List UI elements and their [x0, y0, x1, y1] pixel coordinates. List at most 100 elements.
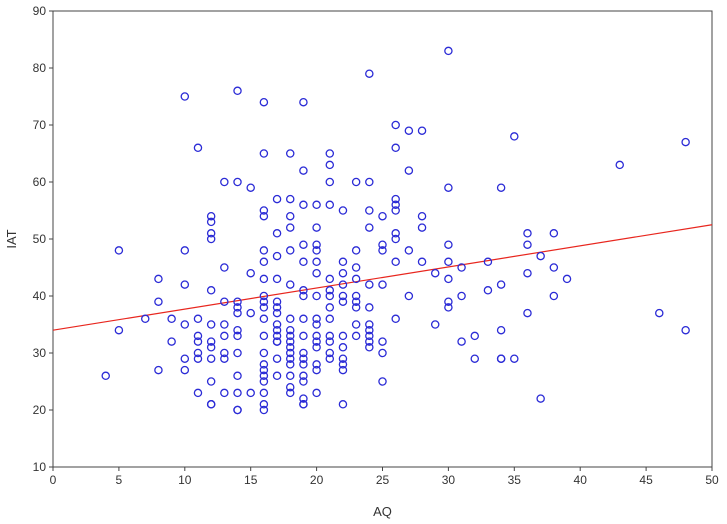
data-point: [233, 297, 242, 306]
data-point: [272, 308, 282, 318]
x-tick-label: 25: [376, 473, 390, 487]
data-point: [325, 314, 335, 324]
y-tick-label: 40: [33, 289, 47, 303]
data-point: [299, 257, 308, 267]
data-point: [259, 377, 269, 386]
data-point: [378, 337, 387, 346]
data-point: [325, 274, 335, 284]
data-point: [444, 274, 453, 284]
data-point: [285, 331, 295, 341]
data-point: [193, 348, 203, 358]
data-point: [220, 177, 229, 187]
x-tick-label: 30: [442, 473, 456, 487]
data-point: [233, 331, 242, 341]
data-point: [338, 354, 348, 363]
data-point: [325, 337, 335, 346]
data-point: [259, 211, 269, 221]
data-point: [206, 343, 216, 352]
data-point: [312, 360, 321, 369]
data-point: [365, 206, 374, 215]
data-point: [391, 200, 400, 210]
data-point: [312, 331, 321, 341]
data-point: [299, 286, 308, 295]
x-tick-label: 5: [116, 473, 123, 487]
data-point: [325, 149, 335, 158]
data-point: [444, 303, 453, 312]
data-point: [259, 291, 269, 301]
x-tick-label: 10: [178, 473, 192, 487]
data-point: [233, 348, 242, 358]
data-point: [272, 297, 282, 306]
data-point: [246, 268, 255, 278]
data-point: [285, 325, 295, 335]
data-point: [259, 348, 269, 358]
data-point: [285, 211, 295, 221]
data-point: [141, 314, 150, 324]
data-point: [338, 291, 348, 301]
y-tick-label: 30: [33, 346, 47, 360]
data-point: [325, 177, 335, 187]
data-point: [299, 166, 308, 175]
data-point: [193, 143, 203, 153]
data-point: [444, 240, 453, 249]
y-tick-label: 70: [33, 118, 47, 132]
data-point: [193, 388, 203, 398]
data-point: [180, 365, 190, 375]
data-point: [220, 331, 229, 341]
data-point: [470, 354, 480, 363]
data-point: [391, 234, 400, 244]
data-point: [220, 348, 229, 358]
data-point: [259, 97, 269, 107]
data-point: [101, 371, 110, 381]
data-point: [549, 291, 559, 301]
x-tick-label: 20: [310, 473, 324, 487]
y-tick-label: 90: [33, 4, 47, 18]
data-point: [233, 177, 242, 187]
data-point: [312, 314, 321, 324]
x-tick-label: 40: [574, 473, 588, 487]
data-point: [378, 348, 387, 358]
data-point: [615, 160, 624, 170]
data-point: [338, 365, 348, 375]
data-point: [312, 246, 321, 255]
data-point: [325, 331, 335, 341]
data-point: [259, 274, 269, 284]
data-point: [365, 303, 374, 312]
x-tick-label: 50: [705, 473, 719, 487]
data-point: [351, 303, 361, 312]
data-point: [483, 286, 493, 295]
data-point: [259, 149, 269, 158]
data-point: [338, 206, 348, 215]
data-point: [312, 320, 321, 329]
data-point: [496, 280, 506, 289]
data-point: [193, 314, 203, 324]
data-point: [285, 246, 295, 255]
data-point: [523, 268, 532, 278]
data-point: [272, 274, 282, 284]
data-point: [233, 308, 242, 318]
data-point: [206, 217, 216, 227]
data-point: [312, 343, 321, 352]
data-point: [549, 229, 559, 238]
data-point: [325, 303, 335, 312]
data-point: [220, 354, 229, 363]
y-tick-label: 60: [33, 175, 47, 189]
data-point: [233, 86, 242, 96]
y-tick-label: 10: [33, 460, 47, 474]
data-point: [496, 354, 506, 363]
data-point: [167, 337, 176, 346]
data-point: [154, 365, 163, 375]
data-point: [206, 234, 216, 244]
data-point: [378, 211, 387, 221]
data-point: [272, 371, 282, 381]
data-point: [325, 291, 335, 301]
data-point: [299, 371, 308, 381]
data-point: [365, 325, 374, 335]
data-point: [365, 69, 374, 78]
data-point: [338, 268, 348, 278]
data-point: [338, 331, 348, 341]
data-point: [299, 314, 308, 324]
data-point: [259, 297, 269, 306]
data-point: [206, 229, 216, 238]
